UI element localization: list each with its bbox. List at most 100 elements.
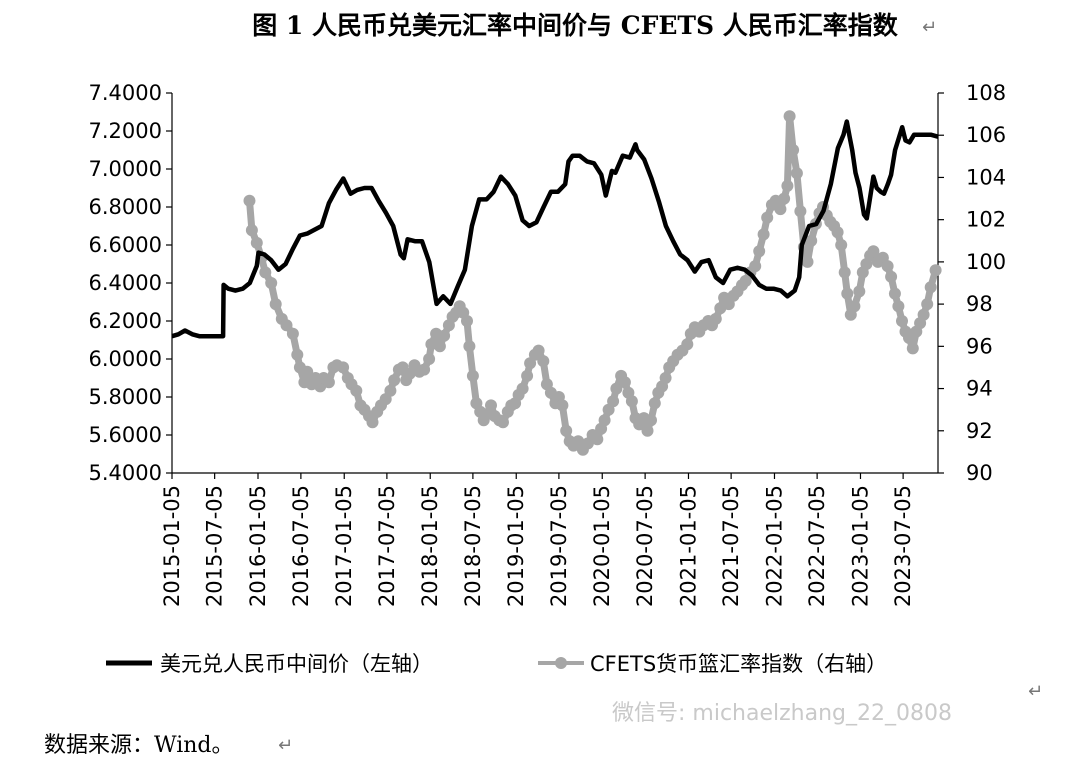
left-tick-label: 7.4000 <box>89 81 162 105</box>
series-cfets-point <box>641 424 654 437</box>
series-cfets-point <box>885 270 898 283</box>
right-tick-label: 98 <box>966 292 993 316</box>
x-tick-label: 2023-01-05 <box>848 485 872 607</box>
series-cfets-point <box>774 203 787 216</box>
series-cfets-point <box>438 329 451 342</box>
series-cfets-point <box>280 319 293 332</box>
series-cfets-point <box>929 264 942 277</box>
series-cfets-point <box>322 376 335 389</box>
series-cfets-point <box>521 369 534 382</box>
right-tick-label: 106 <box>966 123 1006 147</box>
series-cfets-point <box>881 260 894 273</box>
series-cfets-point <box>388 374 401 387</box>
series-cfets-point <box>516 382 529 395</box>
series-cfets-point <box>532 344 545 357</box>
x-tick-label: 2020-01-05 <box>590 485 614 607</box>
x-tick-label: 2015-07-05 <box>203 485 227 607</box>
series-cfets-point <box>659 372 672 384</box>
left-tick-label: 5.6000 <box>89 423 162 447</box>
x-axis-ticks: 2015-01-05 2015-07-05 2016-01-05 2016-07-05… <box>160 473 915 607</box>
series-cfets-point <box>906 342 919 355</box>
x-tick-label: 2015-01-05 <box>160 485 184 607</box>
series-cfets-point <box>418 363 431 376</box>
series-cfets-point <box>245 224 258 237</box>
series-cfets-point <box>250 236 263 249</box>
series-cfets-point <box>423 353 436 365</box>
right-tick-label: 94 <box>966 377 993 401</box>
x-tick-label: 2018-07-05 <box>461 485 485 607</box>
series-cfets-point <box>366 416 379 429</box>
left-tick-label: 6.6000 <box>89 233 162 257</box>
series-cfets-point <box>848 300 861 313</box>
series-cfets-point <box>645 414 657 427</box>
series-cfets-point <box>648 397 661 410</box>
series-cfets-point <box>892 300 905 313</box>
x-tick-label: 2019-01-05 <box>504 485 528 607</box>
x-tick-label: 2018-01-05 <box>418 485 442 607</box>
left-tick-label: 5.4000 <box>89 461 162 485</box>
series-cfets-point <box>709 312 722 325</box>
left-tick-label: 5.8000 <box>89 385 162 409</box>
series-cfets-point <box>607 395 620 408</box>
series-cfets-point <box>867 245 880 258</box>
left-tick-label: 6.0000 <box>89 347 162 371</box>
series-cfets-point <box>805 234 818 247</box>
plot-area <box>171 110 942 456</box>
series-cfets-point <box>461 315 473 327</box>
series-cfets-point <box>625 395 638 408</box>
source-return-mark: ↵ <box>278 735 293 756</box>
legend-marker-cfets <box>555 657 567 669</box>
series-cfets-point <box>556 399 569 412</box>
series-cfets-point <box>433 340 446 353</box>
legend-label-cfets: CFETS货币篮汇率指数（右轴） <box>590 652 887 676</box>
series-cfets-point <box>787 144 800 156</box>
right-tick-label: 102 <box>966 208 1006 232</box>
legend: 美元兑人民币中间价（左轴） CFETS货币篮汇率指数（右轴） <box>106 652 887 676</box>
left-tick-label: 7.2000 <box>89 119 162 143</box>
x-tick-label: 2020-07-05 <box>633 485 657 607</box>
chart-title: 图 1 人民币兑美元汇率中间价与 CFETS 人民币汇率指数 <box>252 11 899 40</box>
right-tick-label: 96 <box>966 334 993 358</box>
series-cfets-point <box>301 365 314 378</box>
series-cfets-point <box>269 298 282 311</box>
watermark: 微信号: michaelzhang_22_0808 <box>612 701 952 726</box>
series-cfets-point <box>286 327 299 340</box>
series-cfets-point <box>618 376 631 389</box>
series-cfets-point <box>753 245 766 258</box>
series-cfets-point <box>778 192 791 205</box>
legend-return-mark: ↵ <box>1028 681 1043 702</box>
x-tick-label: 2017-07-05 <box>375 485 399 607</box>
series-cfets-point <box>838 266 851 279</box>
series-usd-cny-line <box>171 119 939 339</box>
series-cfets-point <box>485 399 497 412</box>
series-cfets-point <box>757 228 770 241</box>
series-cfets-point <box>783 110 796 123</box>
right-tick-label: 104 <box>966 165 1006 189</box>
right-axis-ticks: 90 92 94 96 98 100 102 104 106 108 <box>938 81 1006 485</box>
series-cfets-point <box>291 348 304 361</box>
series-cfets-point <box>350 384 363 397</box>
series-cfets-point <box>924 281 937 294</box>
series-cfets-point <box>259 266 272 279</box>
series-cfets-point <box>243 194 256 207</box>
series-cfets-point <box>853 285 866 298</box>
series-cfets-point <box>794 205 807 218</box>
series-cfets-point <box>384 384 397 397</box>
left-tick-label: 6.4000 <box>89 271 162 295</box>
series-cfets-point <box>917 308 930 321</box>
left-tick-label: 6.8000 <box>89 195 162 219</box>
series-cfets-point <box>790 167 803 180</box>
right-tick-label: 108 <box>966 81 1006 105</box>
data-source: 数据来源：Wind。 <box>44 733 234 758</box>
series-cfets-point <box>537 355 550 368</box>
x-tick-label: 2016-01-05 <box>246 485 270 607</box>
series-cfets-point <box>781 179 794 192</box>
x-tick-label: 2023-07-05 <box>891 485 915 607</box>
series-cfets-point <box>337 361 350 374</box>
x-tick-label: 2021-07-05 <box>719 485 743 607</box>
series-cfets-point <box>497 416 509 429</box>
left-axis-ticks: 5.4000 5.6000 5.8000 6.0000 6.2000 6.4000 6.60… <box>89 81 172 485</box>
x-tick-label: 2019-07-05 <box>547 485 571 607</box>
x-tick-label: 2022-07-05 <box>805 485 829 607</box>
